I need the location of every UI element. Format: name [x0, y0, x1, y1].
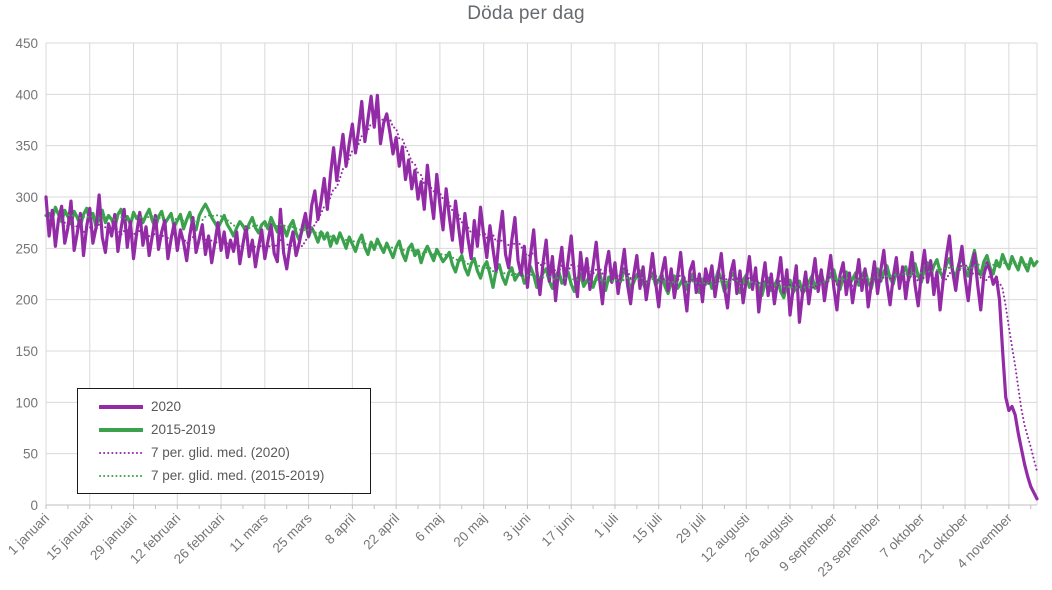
- x-axis-tick-label: 8 april: [322, 511, 359, 548]
- y-axis-tick-label: 50: [23, 447, 38, 462]
- legend-label: 7 per. glid. med. (2015-2019): [151, 468, 325, 483]
- y-axis-tick-label: 150: [15, 344, 38, 359]
- legend-swatch-solid-green: [99, 427, 143, 432]
- x-axis-tick-label: 6 maj: [412, 511, 446, 545]
- x-axis-tick-label: 17 juni: [539, 511, 578, 550]
- y-axis-tick-label: 400: [15, 87, 38, 102]
- y-axis-tick-label: 450: [15, 36, 38, 51]
- legend-swatch-solid-purple: [99, 404, 143, 409]
- x-axis-tick-label: 29 juli: [673, 511, 709, 547]
- series-line-2020: [44, 93, 1039, 501]
- legend-item-ma-2015-2019: 7 per. glid. med. (2015-2019): [99, 466, 364, 486]
- x-axis-tick-label: 1 juli: [591, 511, 621, 541]
- y-axis-tick-label: 100: [15, 395, 38, 410]
- legend-label: 2015-2019: [151, 422, 216, 437]
- page-title: Döda per dag: [467, 3, 585, 24]
- legend-item-2015-2019: 2015-2019: [99, 420, 364, 440]
- legend-item-2020: 2020: [99, 397, 364, 417]
- ma-line-2020: [63, 114, 1038, 473]
- legend-item-ma-2020: 7 per. glid. med. (2020): [99, 443, 364, 463]
- y-axis-tick-label: 200: [15, 293, 38, 308]
- legend-swatch-dotted-green: [99, 474, 143, 477]
- x-axis-tick-label: 25 mars: [270, 510, 315, 555]
- x-axis-tick-label: 20 maj: [451, 511, 490, 550]
- legend-label: 7 per. glid. med. (2020): [151, 445, 290, 460]
- y-axis-tick-label: 0: [30, 498, 38, 513]
- legend-swatch-dotted-purple: [99, 451, 143, 454]
- x-axis-tick-label: 3 juni: [500, 511, 533, 544]
- y-axis-tick-label: 300: [15, 190, 38, 205]
- x-axis-tick-label: 15 juli: [629, 511, 665, 547]
- legend-label: 2020: [151, 399, 182, 414]
- x-axis-tick-label: 15 januari: [43, 511, 96, 564]
- x-axis-tick-label: 22 april: [360, 511, 402, 553]
- legend-box: 2020 2015-2019 7 per. glid. med. (2020) …: [77, 388, 371, 494]
- y-axis-tick-label: 250: [15, 241, 38, 256]
- x-axis-tick-label: 11 mars: [227, 510, 272, 555]
- y-axis-tick-label: 350: [15, 139, 38, 154]
